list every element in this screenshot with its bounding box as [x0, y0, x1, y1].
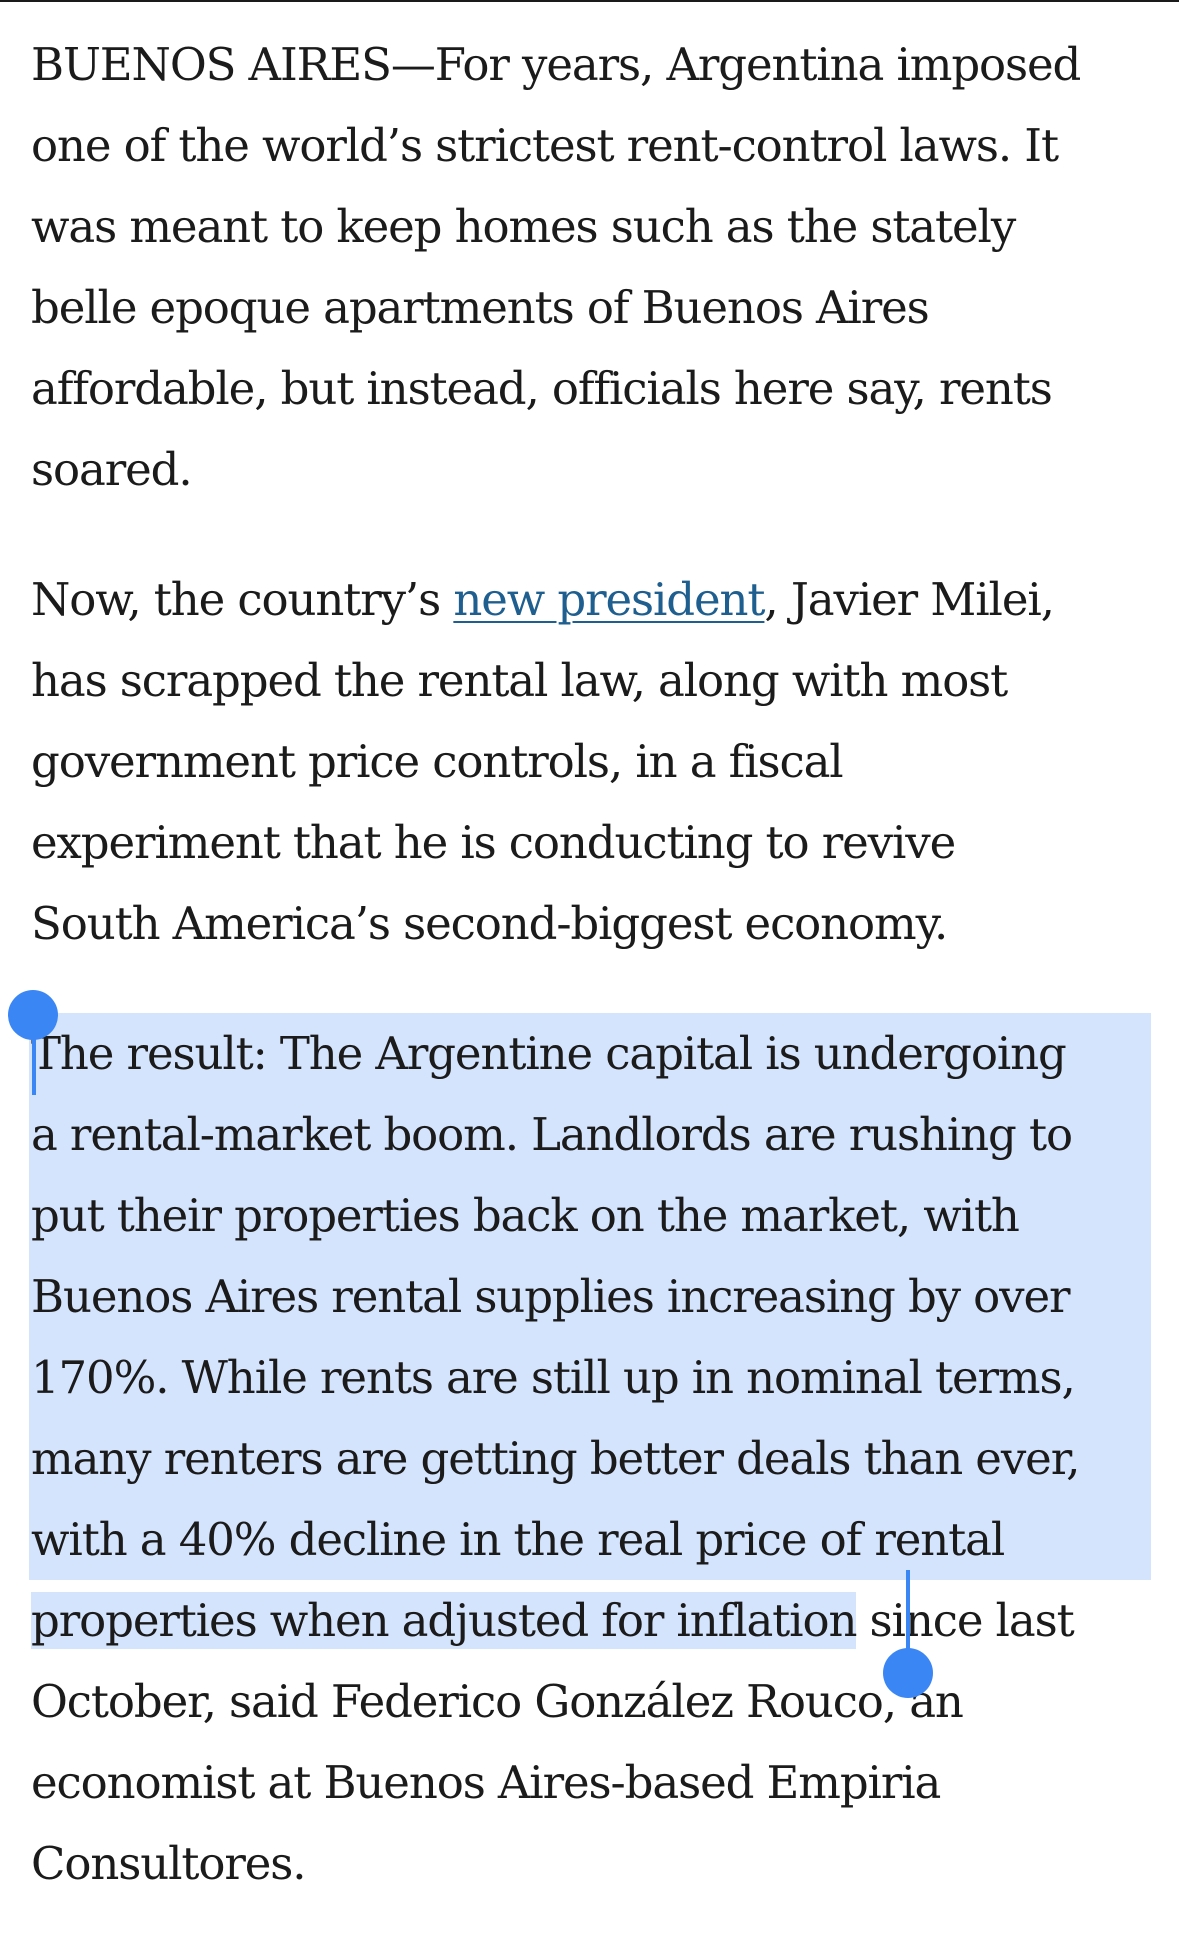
selection-start-knob[interactable]: [8, 990, 58, 1040]
selected-text-line[interactable]: a rental-market boom. Landlords are rush…: [29, 1094, 1151, 1175]
text-line: economist at Buenos Aires-based Empiria: [31, 1756, 941, 1809]
selection-end-handle[interactable]: [883, 1570, 933, 1700]
text-line: October, said Federico González Rouco, a…: [31, 1675, 964, 1728]
paragraph-3[interactable]: The result: The Argentine capital is und…: [29, 1013, 1151, 1904]
text-line: soared.: [31, 443, 193, 496]
text-line: South America’s second-biggest economy.: [31, 897, 948, 950]
selected-text-line[interactable]: many renters are getting better deals th…: [29, 1418, 1151, 1499]
selected-text-line[interactable]: with a 40% decline in the real price of …: [29, 1499, 1151, 1580]
text-line: BUENOS AIRES—For years, Argentina impose…: [31, 38, 1081, 91]
selection-start-stem: [32, 1015, 36, 1095]
selected-text-line[interactable]: put their properties back on the market,…: [29, 1175, 1151, 1256]
text-line: was meant to keep homes such as the stat…: [31, 200, 1016, 253]
selected-text-line[interactable]: The result: The Argentine capital is und…: [29, 1013, 1151, 1094]
paragraph-1: BUENOS AIRES—For years, Argentina impose…: [31, 24, 1151, 510]
new-president-link[interactable]: new president: [453, 573, 765, 626]
text-line: has scrapped the rental law, along with …: [31, 654, 1008, 707]
text-line: experiment that he is conducting to revi…: [31, 816, 956, 869]
text-fragment: since last: [856, 1594, 1075, 1647]
selected-text-line[interactable]: Buenos Aires rental supplies increasing …: [29, 1256, 1151, 1337]
selected-text-line[interactable]: 170%. While rents are still up in nomina…: [29, 1337, 1151, 1418]
top-divider: [0, 0, 1179, 2]
text-line: government price controls, in a fiscal: [31, 735, 844, 788]
text-line: affordable, but instead, officials here …: [31, 362, 1053, 415]
selection-end-stem: [906, 1570, 910, 1670]
selection-end-knob[interactable]: [883, 1648, 933, 1698]
text-fragment: , Javier Milei,: [764, 573, 1055, 626]
paragraph-2: Now, the country’s new president, Javier…: [31, 559, 1151, 964]
text-line: one of the world’s strictest rent-contro…: [31, 119, 1059, 172]
text-line: properties when adjusted for inflation s…: [31, 1580, 1151, 1661]
text-fragment: Now, the country’s: [31, 573, 454, 626]
text-line: Now, the country’s new president, Javier…: [31, 559, 1151, 640]
text-line: Consultores.: [31, 1837, 307, 1890]
article-body: BUENOS AIRES—For years, Argentina impose…: [29, 24, 1151, 1953]
selected-text-fragment[interactable]: properties when adjusted for inflation: [31, 1592, 857, 1649]
selection-start-handle[interactable]: [8, 990, 58, 1095]
text-line: belle epoque apartments of Buenos Aires: [31, 281, 930, 334]
